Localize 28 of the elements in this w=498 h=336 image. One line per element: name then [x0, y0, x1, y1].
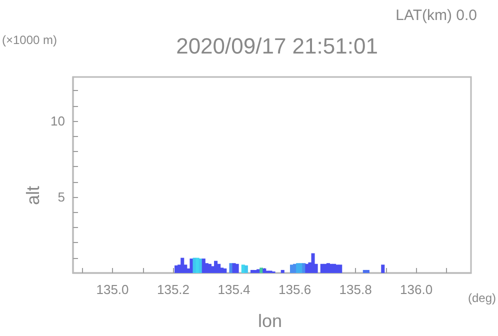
bar — [229, 263, 233, 273]
text: (deg) — [468, 291, 496, 305]
bar — [338, 264, 342, 273]
bar — [311, 253, 315, 273]
bar — [220, 268, 224, 273]
bar — [190, 258, 194, 273]
y-tick-label: 10 — [50, 114, 65, 129]
bar — [223, 268, 227, 273]
bar — [280, 270, 284, 273]
bar — [260, 268, 264, 273]
x-tick-label: 135.4 — [218, 282, 250, 297]
y-tick-label: 5 — [58, 190, 65, 205]
y-axis-title: alt — [23, 186, 43, 206]
x-tick-label: 135.6 — [278, 282, 312, 297]
x-tick-label: 135.8 — [339, 282, 372, 297]
x-tick-label: 136.0 — [400, 282, 433, 297]
x-axis-title: lon — [258, 311, 282, 331]
chart-title: 2020/09/17 21:51:01 — [176, 34, 378, 58]
bar — [180, 258, 184, 273]
chart-subtitle: LAT(km) 0.0 — [396, 7, 478, 24]
x-tick-label: 135.2 — [156, 282, 190, 297]
bar — [381, 264, 385, 273]
bar — [235, 264, 239, 273]
bar — [244, 265, 248, 273]
x-tick-label: 135.0 — [96, 282, 129, 297]
bar — [366, 270, 370, 273]
bar — [202, 258, 206, 273]
text: (×1000 m) — [2, 33, 58, 47]
